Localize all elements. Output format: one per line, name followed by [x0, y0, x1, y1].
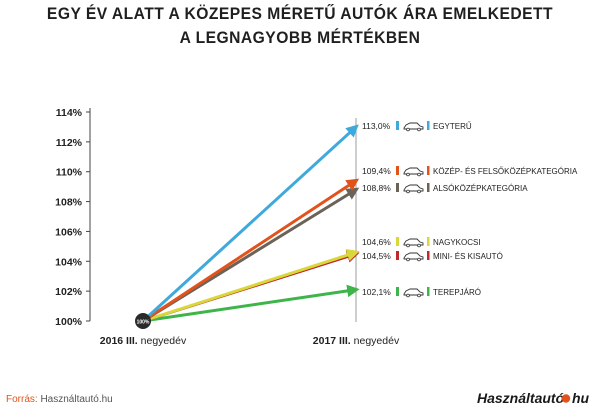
- car-body: [403, 252, 424, 260]
- x-category-label: 2017 III. negyedév: [313, 335, 400, 347]
- series-name-label: TEREPJÁRÓ: [433, 288, 481, 297]
- series-line: [141, 124, 359, 323]
- origin-dot: [135, 313, 151, 329]
- brand-logo-text: Használtautó: [477, 390, 565, 406]
- car-wheel: [417, 243, 421, 248]
- car-wheel: [406, 127, 410, 132]
- car-wheel: [417, 172, 421, 177]
- legend-swatch: [427, 237, 430, 246]
- legend-swatch: [396, 237, 399, 246]
- legend-swatch: [396, 287, 399, 296]
- car-icon: [403, 167, 424, 177]
- car-wheel: [406, 293, 410, 298]
- chart-title-line-2: A LEGNAGYOBB MÉRTÉKBEN: [179, 28, 421, 47]
- chart-title-line-1: EGY ÉV ALATT A KÖZEPES MÉRETŰ AUTÓK ÁRA …: [46, 4, 554, 23]
- series-name-label: ALSÓKÖZÉPKATEGÓRIA: [433, 184, 528, 193]
- series-name-label: MINI- ÉS KISAUTÓ: [433, 252, 503, 261]
- car-body: [403, 238, 424, 246]
- car-wheel: [417, 127, 421, 132]
- car-icon: [403, 252, 424, 262]
- origin-badge-label: 100%: [137, 320, 150, 326]
- data-value-label: 109,4%: [362, 166, 391, 176]
- legend-swatch: [396, 166, 399, 175]
- car-wheel: [406, 172, 410, 177]
- series-name-label: KÖZÉP- ÉS FELSŐKÖZÉPKATEGÓRIA: [433, 167, 578, 176]
- car-icon: [403, 122, 424, 132]
- series-line: [141, 284, 360, 323]
- x-category-label: 2016 III. negyedév: [100, 335, 187, 347]
- data-value-label: 104,5%: [362, 251, 391, 261]
- data-value-label: 108,8%: [362, 183, 391, 193]
- legend-swatch: [427, 183, 430, 192]
- series-name-label: EGYTERŰ: [433, 122, 472, 131]
- data-value-label: 113,0%: [362, 121, 391, 131]
- series-name-label: NAGYKOCSI: [433, 238, 481, 247]
- data-value-label: 102,1%: [362, 287, 391, 297]
- car-wheel: [406, 243, 410, 248]
- car-wheel: [417, 257, 421, 262]
- car-wheel: [417, 189, 421, 194]
- car-icon: [403, 238, 424, 248]
- y-tick-label: 100%: [55, 316, 83, 328]
- legend-swatch: [427, 166, 430, 175]
- y-tick-label: 112%: [56, 137, 83, 149]
- y-tick-label: 106%: [55, 226, 83, 238]
- brand-logo-dot: [561, 394, 571, 403]
- car-body: [403, 167, 424, 175]
- car-body: [403, 184, 424, 192]
- legend-swatch: [396, 251, 399, 260]
- car-wheel: [417, 293, 421, 298]
- car-wheel: [406, 257, 410, 262]
- data-value-label: 104,6%: [362, 237, 391, 247]
- car-icon: [403, 184, 424, 194]
- legend-swatch: [396, 121, 399, 130]
- source-text: Forrás: Használtautó.hu: [6, 394, 113, 405]
- series-line: [141, 178, 360, 323]
- legend-swatch: [427, 121, 430, 130]
- y-tick-label: 102%: [55, 286, 83, 298]
- y-tick-label: 108%: [55, 197, 83, 209]
- brand-logo-suffix: hu: [572, 390, 590, 406]
- legend-swatch: [427, 287, 430, 296]
- y-tick-label: 104%: [55, 256, 83, 268]
- car-body: [403, 122, 424, 130]
- y-tick-label: 110%: [56, 167, 83, 179]
- series-line: [141, 249, 360, 323]
- legend-swatch: [396, 183, 399, 192]
- y-tick-label: 114%: [56, 107, 83, 119]
- car-wheel: [406, 189, 410, 194]
- car-icon: [403, 288, 424, 298]
- car-body: [403, 288, 424, 296]
- legend-swatch: [427, 251, 430, 260]
